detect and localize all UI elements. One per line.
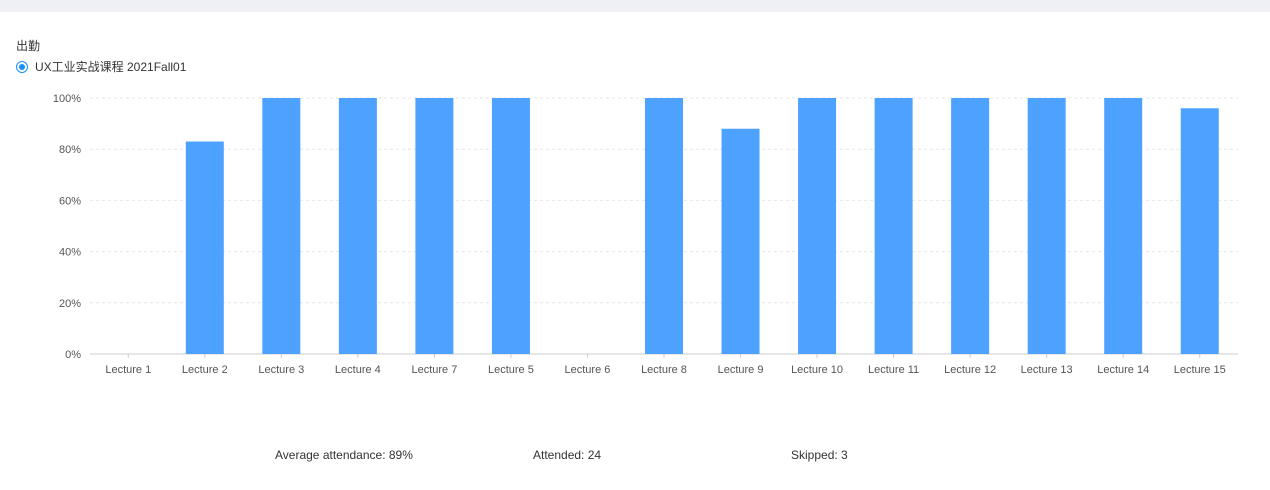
x-tick-label: Lecture 9: [718, 364, 764, 376]
attendance-bar-chart: 0%20%40%60%80%100% Lecture 1 Lecture 2 Lec…: [53, 93, 1238, 376]
x-tick-label: Lecture 15: [1174, 364, 1226, 376]
bar[interactable]: [1180, 108, 1219, 355]
x-tick-label: Lecture 1: [105, 364, 151, 376]
x-tick-label: Lecture 6: [565, 364, 611, 376]
x-tick-label: Lecture 11: [868, 364, 919, 376]
y-axis: 0% 20% 40% 60% 80% 100%: [53, 93, 81, 361]
y-tick-label: 100%: [53, 93, 81, 105]
radio-selected-icon[interactable]: [16, 60, 28, 73]
y-tick-label: 60%: [59, 195, 81, 207]
x-tick-label: Lecture 13: [1021, 364, 1073, 376]
skipped-stat: Skipped: 3: [791, 448, 848, 462]
bar[interactable]: [874, 98, 913, 354]
legend-item[interactable]: UX工业实战课程 2021Fall01: [16, 58, 186, 75]
bar[interactable]: [721, 128, 760, 354]
bar[interactable]: [262, 98, 301, 354]
bar[interactable]: [185, 141, 224, 354]
bar[interactable]: [1027, 98, 1066, 354]
x-tick-label: Lecture 7: [411, 364, 457, 376]
x-axis: Lecture 1 Lecture 2 Lecture 3 Lecture 4 Lect…: [105, 354, 1226, 376]
x-tick-label: Lecture 12: [944, 364, 996, 376]
bars: [185, 98, 1219, 355]
chart-title: 出勤: [16, 39, 41, 53]
y-tick-label: 0%: [65, 349, 81, 361]
bar[interactable]: [798, 98, 837, 354]
x-tick-label: Lecture 10: [791, 364, 843, 376]
attended-stat: Attended: 24: [533, 448, 602, 462]
x-tick-label: Lecture 2: [182, 364, 228, 376]
bar[interactable]: [1104, 98, 1143, 354]
radio-dot-icon: [19, 63, 25, 70]
bar[interactable]: [338, 98, 377, 354]
x-tick-label: Lecture 5: [488, 364, 534, 376]
bar[interactable]: [415, 98, 454, 354]
bar[interactable]: [645, 98, 683, 354]
top-strip: [0, 0, 1270, 12]
bar[interactable]: [491, 98, 530, 354]
x-tick-label: Lecture 4: [335, 364, 381, 376]
y-tick-label: 40%: [59, 247, 81, 259]
x-tick-label: Lecture 8: [641, 364, 687, 376]
x-tick-label: Lecture 14: [1097, 364, 1149, 376]
y-tick-label: 80%: [59, 144, 81, 156]
legend-label: UX工业实战课程 2021Fall01: [35, 60, 187, 74]
y-tick-label: 20%: [59, 298, 81, 310]
x-tick-label: Lecture 3: [258, 364, 304, 376]
average-attendance-stat: Average attendance: 89%: [275, 448, 413, 462]
bar[interactable]: [951, 98, 990, 354]
